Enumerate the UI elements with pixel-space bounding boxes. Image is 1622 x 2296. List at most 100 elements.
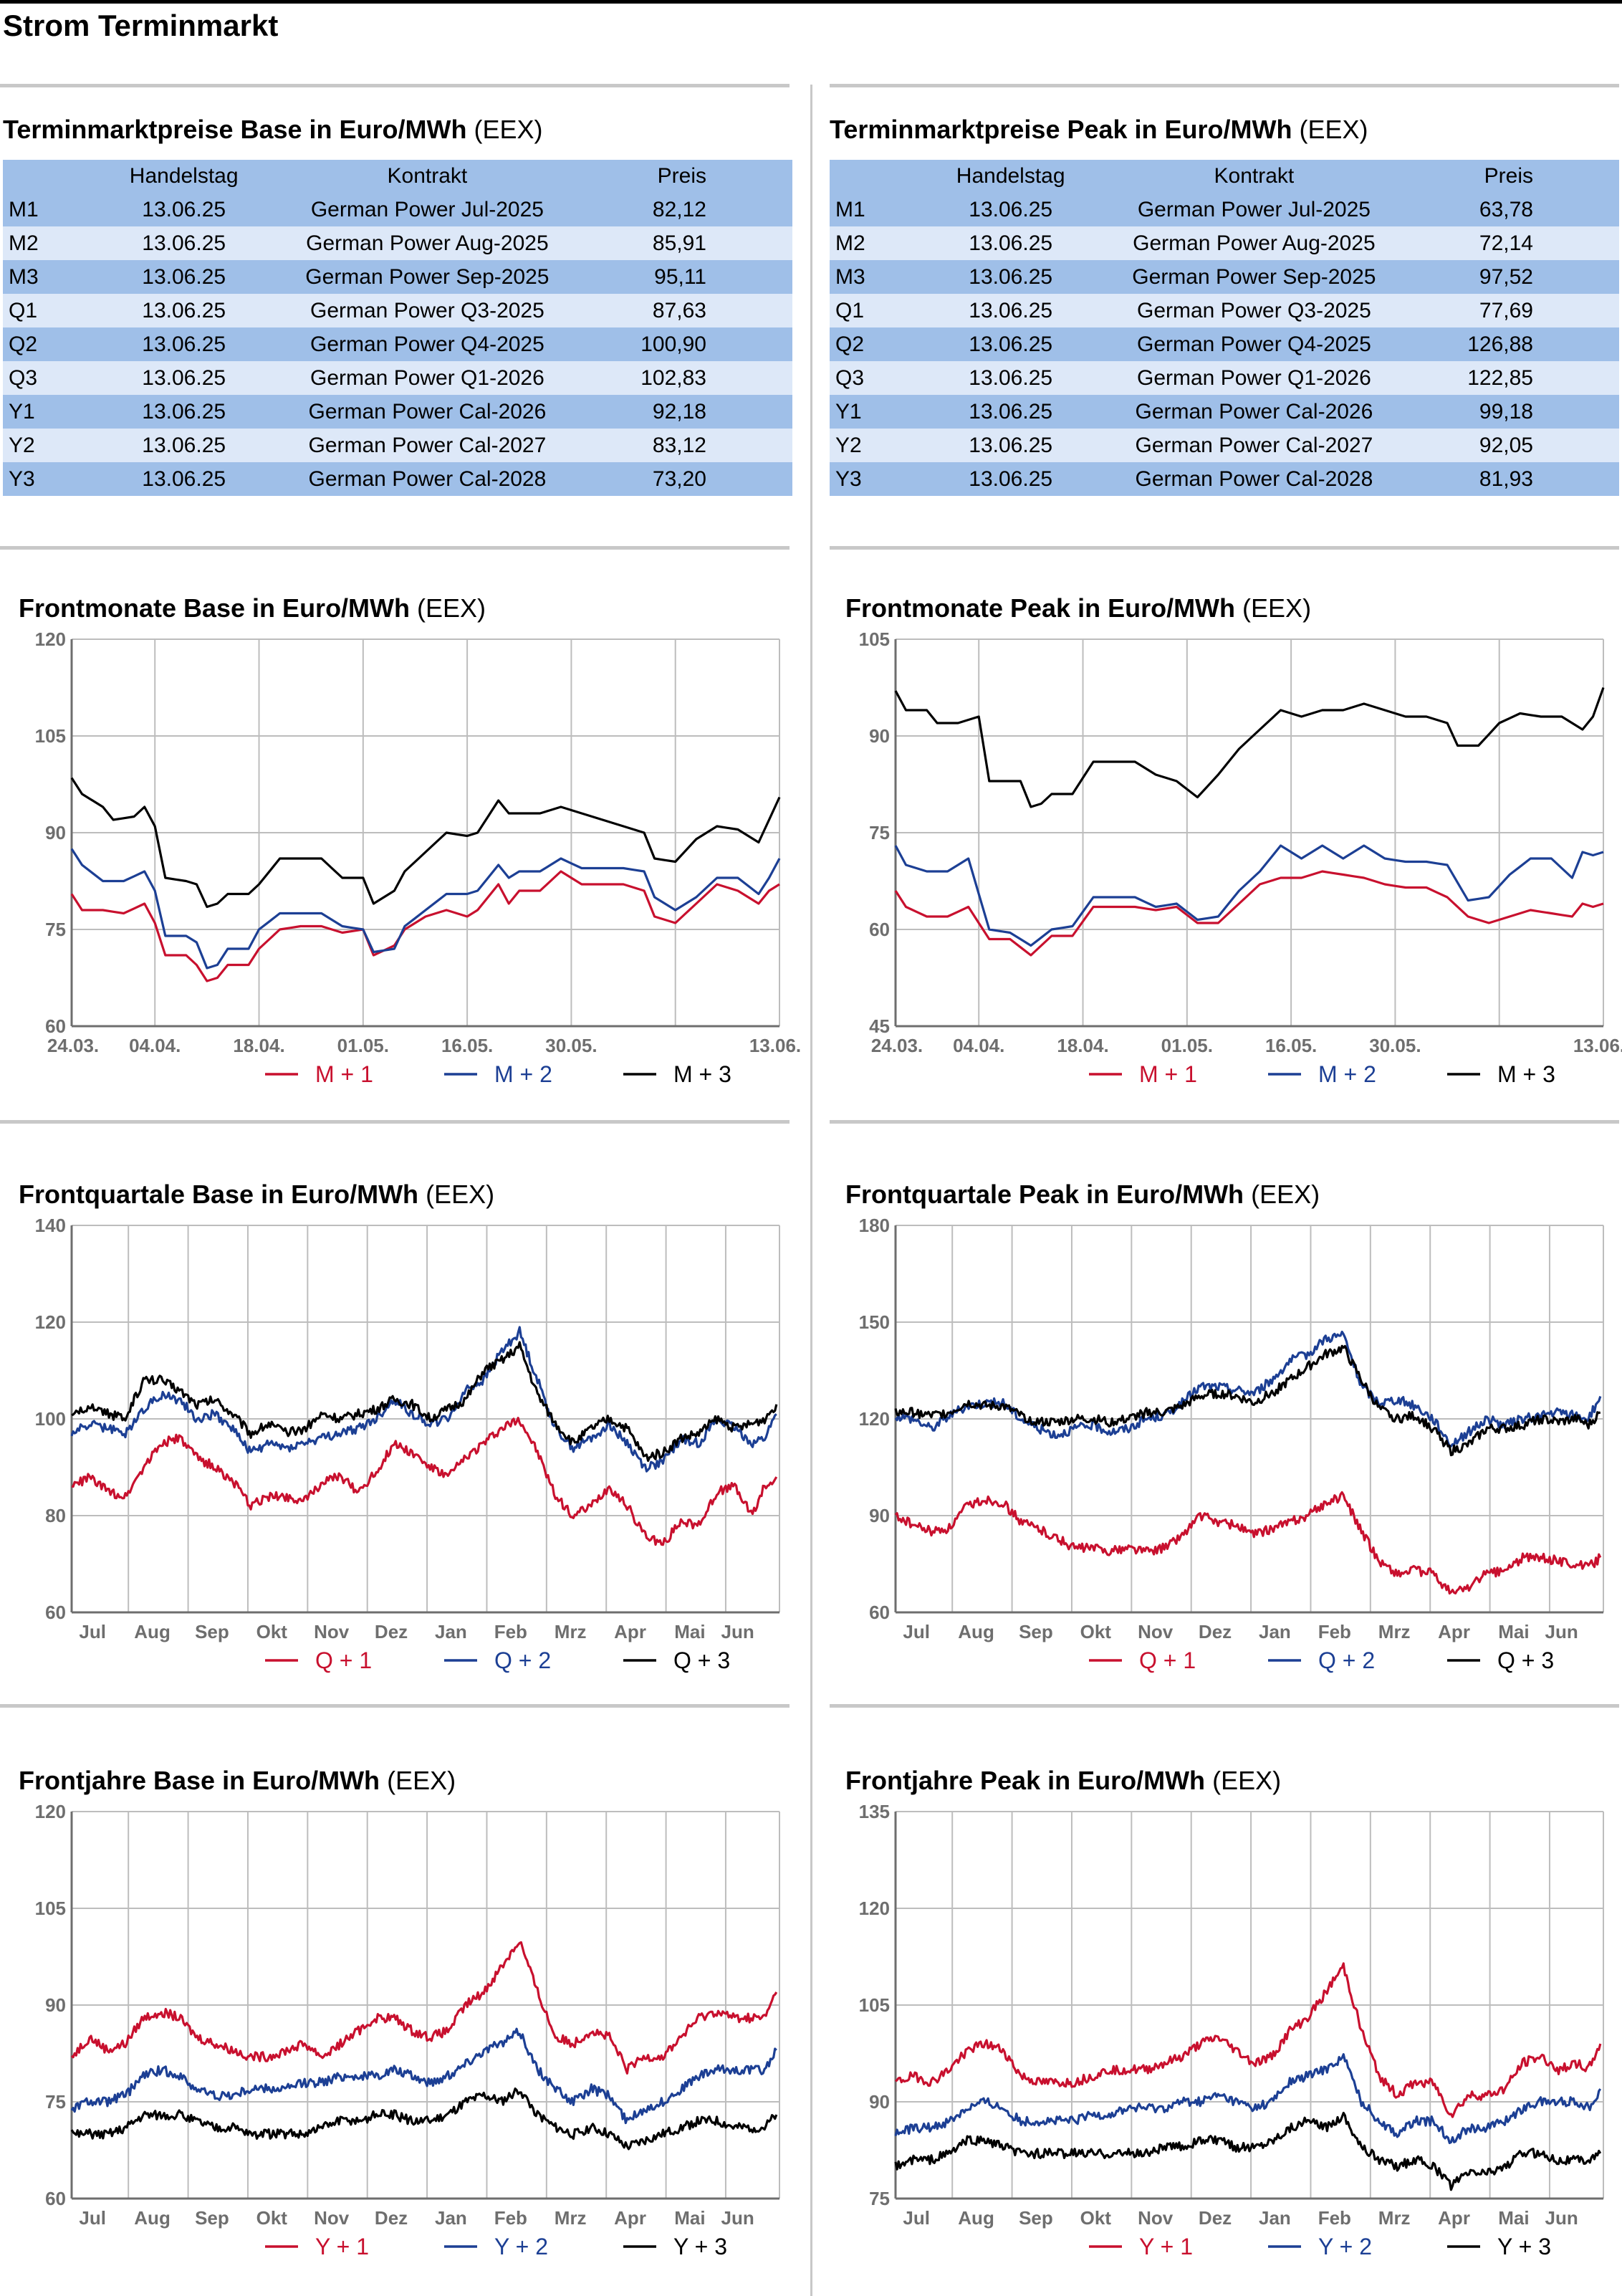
- cell-kontrakt: German Power Cal-2027: [267, 429, 587, 462]
- cell-handelstag: 13.06.25: [100, 260, 268, 294]
- cell-id: M3: [830, 260, 927, 294]
- x-tick-label: Sep: [195, 2207, 229, 2229]
- cell-kontrakt: German Power Jul-2025: [1094, 193, 1414, 226]
- cell-kontrakt: German Power Q1-2026: [267, 361, 587, 395]
- y-tick-label: 75: [869, 822, 890, 843]
- table-row: Y1 13.06.25 German Power Cal-2026 92,18: [3, 395, 792, 429]
- series-line-2: [70, 1326, 777, 1473]
- cell-handelstag: 13.06.25: [926, 395, 1095, 429]
- cell-handelstag: 13.06.25: [100, 429, 268, 462]
- y-tick-label: 120: [859, 1898, 890, 1919]
- section-rule: [0, 1704, 790, 1708]
- table-row: M3 13.06.25 German Power Sep-2025 97,52: [830, 260, 1619, 294]
- gridlines: [71, 1225, 780, 1613]
- y-tick-label: 100: [35, 1408, 66, 1430]
- x-tick-label: Aug: [134, 2207, 171, 2229]
- chart-frontjahre-base: 60 75 90 105 120 Jul Aug Sep Okt Nov Dez Jan Feb Mrz A…: [35, 1801, 780, 2259]
- series-line-1: [894, 1491, 1602, 1595]
- y-tick-label: 90: [869, 1505, 890, 1526]
- x-tick-label: Nov: [314, 2207, 350, 2229]
- col-header-handelstag: Handelstag: [926, 160, 1095, 193]
- table-row: Q1 13.06.25 German Power Q3-2025 77,69: [830, 294, 1619, 327]
- legend-item: Y + 1: [1089, 2234, 1193, 2259]
- y-tick-label: 75: [869, 2188, 890, 2209]
- legend-item: M + 2: [1268, 1061, 1376, 1087]
- cell-handelstag: 13.06.25: [926, 226, 1095, 260]
- x-tick-label: 04.04.: [953, 1035, 1004, 1056]
- legend-label: Y + 3: [673, 2234, 727, 2259]
- cell-kontrakt: German Power Aug-2025: [1094, 226, 1414, 260]
- legend-label: Q + 2: [494, 1647, 551, 1673]
- table-row: Q2 13.06.25 German Power Q4-2025 126,88: [830, 327, 1619, 361]
- legend-item: M + 3: [623, 1061, 731, 1087]
- x-tick-label: 30.05.: [1369, 1035, 1421, 1056]
- chart-title-frontmonate-peak: Frontmonate Peak in Euro/MWh (EEX): [845, 593, 1312, 623]
- x-tick-label: Apr: [614, 2207, 646, 2229]
- x-tick-label: 18.04.: [233, 1035, 284, 1056]
- x-tick-label: Nov: [314, 1621, 350, 1642]
- x-tick-label: Jul: [903, 1621, 930, 1642]
- cell-handelstag: 13.06.25: [926, 361, 1095, 395]
- series-line-1: [70, 1941, 778, 2075]
- cell-kontrakt: German Power Cal-2026: [267, 395, 587, 429]
- cell-kontrakt: German Power Aug-2025: [267, 226, 587, 260]
- x-tick-label: Jul: [79, 2207, 106, 2229]
- x-tick-label: Okt: [1080, 1621, 1112, 1642]
- x-tick-label: Jul: [903, 2207, 930, 2229]
- y-tick-label: 60: [869, 1602, 890, 1623]
- series-line-3: [894, 687, 1605, 808]
- cell-preis: 73,20: [587, 462, 792, 496]
- table-row: M2 13.06.25 German Power Aug-2025 72,14: [830, 226, 1619, 260]
- cell-handelstag: 13.06.25: [926, 260, 1095, 294]
- cell-handelstag: 13.06.25: [100, 226, 268, 260]
- cell-handelstag: 13.06.25: [100, 361, 268, 395]
- legend-label: Q + 1: [315, 1647, 372, 1673]
- cell-handelstag: 13.06.25: [926, 193, 1095, 226]
- legend-label: M + 1: [1139, 1061, 1197, 1087]
- legend-item: Q + 3: [623, 1647, 730, 1673]
- cell-kontrakt: German Power Q1-2026: [1094, 361, 1414, 395]
- cell-id: M3: [3, 260, 100, 294]
- x-tick-label: Apr: [1438, 1621, 1470, 1642]
- y-tick-label: 90: [869, 2091, 890, 2113]
- series-line-3: [894, 1344, 1601, 1457]
- x-tick-label: Dez: [375, 2207, 408, 2229]
- cell-id: Q2: [830, 327, 927, 361]
- table-row: Q1 13.06.25 German Power Q3-2025 87,63: [3, 294, 792, 327]
- x-tick-label: Feb: [1318, 2207, 1351, 2229]
- cell-preis: 87,63: [587, 294, 792, 327]
- legend-item: Y + 2: [444, 2234, 548, 2259]
- x-tick-label: Dez: [1199, 2207, 1232, 2229]
- x-tick-label: Nov: [1138, 2207, 1174, 2229]
- x-tick-label: Mai: [674, 1621, 705, 1642]
- cell-id: Y1: [3, 395, 100, 429]
- cell-preis: 63,78: [1414, 193, 1619, 226]
- cell-id: M1: [3, 193, 100, 226]
- table-title-peak: Terminmarktpreise Peak in Euro/MWh (EEX): [830, 115, 1368, 144]
- cell-kontrakt: German Power Sep-2025: [1094, 260, 1414, 294]
- x-tick-label: Jun: [721, 1621, 754, 1642]
- y-tick-label: 105: [35, 725, 66, 747]
- x-tick-label: 30.05.: [545, 1035, 597, 1056]
- table-row: Q3 13.06.25 German Power Q1-2026 102,83: [3, 361, 792, 395]
- x-tick-label: Okt: [256, 1621, 288, 1642]
- x-tick-label: Feb: [494, 1621, 527, 1642]
- table-row: Y1 13.06.25 German Power Cal-2026 99,18: [830, 395, 1619, 429]
- x-tick-label: Okt: [256, 2207, 288, 2229]
- y-tick-label: 140: [35, 1215, 66, 1236]
- legend-item: Q + 3: [1447, 1647, 1554, 1673]
- cell-id: M2: [3, 226, 100, 260]
- x-tick-label: 18.04.: [1057, 1035, 1108, 1056]
- legend-item: Y + 3: [623, 2234, 727, 2259]
- x-tick-label: Dez: [375, 1621, 408, 1642]
- legend-label: Y + 1: [315, 2234, 369, 2259]
- cell-preis: 126,88: [1414, 327, 1619, 361]
- legend-item: M + 2: [444, 1061, 552, 1087]
- cell-preis: 83,12: [587, 429, 792, 462]
- chart-frontmonate-peak: 45 60 75 90 105 24.03. 04.04. 18.04. 01.05. 16.05…: [859, 628, 1622, 1087]
- y-tick-label: 180: [859, 1215, 890, 1236]
- gridlines: [895, 638, 1604, 1027]
- x-tick-label: 13.06.: [749, 1035, 801, 1056]
- cell-preis: 85,91: [587, 226, 792, 260]
- cell-kontrakt: German Power Cal-2028: [1094, 462, 1414, 496]
